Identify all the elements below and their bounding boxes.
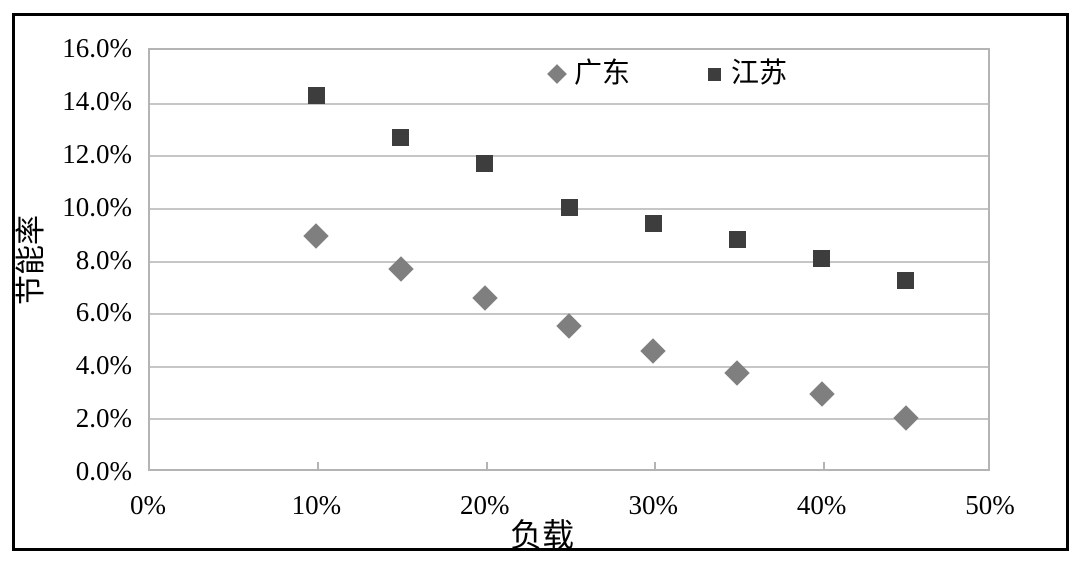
gridline (150, 102, 988, 105)
y-tick-label: 12.0% (62, 138, 132, 169)
x-tick-label: 0% (130, 490, 166, 520)
y-tick-label: 2.0% (75, 403, 132, 434)
x-tick-label: 20% (460, 490, 510, 520)
scatter-point-square (897, 272, 915, 290)
legend: 广东 江苏 (547, 57, 787, 91)
scatter-point-square (476, 154, 494, 172)
gridline (150, 260, 988, 263)
y-tick-label: 10.0% (62, 191, 132, 222)
plot-area (148, 48, 990, 471)
diamond-marker-icon (547, 64, 567, 84)
y-tick-label: 16.0% (62, 33, 132, 63)
y-tick-label: 14.0% (62, 85, 132, 116)
scatter-point-square (392, 129, 410, 147)
gridline (150, 418, 988, 421)
scatter-point-square (560, 199, 578, 217)
x-tick-label: 40% (796, 490, 847, 520)
x-tick-label: 10% (291, 490, 342, 520)
legend-item-jiangsu: 江苏 (708, 57, 787, 91)
scatter-point-square (813, 249, 831, 267)
legend-label-guangdong: 广东 (574, 58, 631, 89)
y-tick-label: 4.0% (75, 350, 132, 381)
x-axis-tickmark (654, 462, 657, 471)
x-axis-tickmark (485, 462, 488, 471)
gridline (150, 365, 988, 368)
square-marker-icon (708, 67, 722, 81)
x-tick-label: 50% (965, 490, 1015, 520)
x-tick-label: 30% (628, 490, 678, 520)
y-tick-label: 8.0% (75, 244, 132, 275)
gridline (150, 155, 988, 158)
y-tick-label: 6.0% (75, 297, 132, 328)
scatter-point-square (728, 231, 746, 249)
x-axis-tickmark (822, 462, 825, 471)
scatter-point-square (307, 87, 325, 105)
legend-item-guangdong: 广东 (547, 57, 631, 91)
scatter-point-square (644, 215, 662, 233)
y-tick-label: 0.0% (75, 456, 132, 486)
x-axis-title: 负载 (509, 517, 574, 553)
legend-label-jiangsu: 江苏 (731, 58, 788, 89)
x-axis-tickmark (317, 462, 320, 471)
